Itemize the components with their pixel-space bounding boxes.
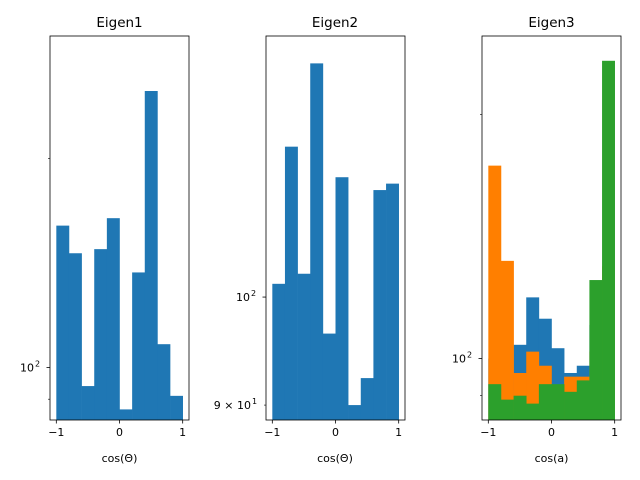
histogram-bar [564, 391, 578, 420]
y-tick-label: 10 [236, 291, 250, 304]
histogram-bar [81, 386, 95, 420]
histogram-bar [119, 409, 133, 420]
histogram-bar [297, 273, 311, 420]
y-tick-label-exponent: 2 [251, 289, 256, 298]
histogram-bar [500, 260, 514, 420]
histogram-bar [284, 146, 298, 421]
y-tick-label: 10 [20, 361, 34, 374]
histogram-bar [538, 384, 552, 420]
histogram-bar [373, 190, 387, 420]
histogram-bar [526, 403, 540, 420]
histogram-bar [68, 253, 82, 420]
x-tick-label: 0 [116, 426, 123, 439]
y-minor-tick-label-exponent: 1 [252, 397, 257, 406]
x-tick-label: −1 [480, 426, 496, 439]
histogram-bar [526, 351, 540, 420]
histogram-bar [157, 344, 171, 420]
histogram-bar [513, 395, 527, 420]
histogram-bar [488, 384, 502, 420]
y-tick-label: 10 [452, 353, 466, 366]
eigen2-title: Eigen2 [312, 15, 358, 31]
histogram-bar [94, 249, 108, 420]
histogram-bar [602, 60, 615, 420]
histogram-bar [56, 225, 70, 420]
eigen1-xlabel: cos(Θ) [102, 452, 138, 465]
histogram-bar [551, 384, 565, 420]
eigen2-xlabel: cos(Θ) [317, 452, 353, 465]
histogram-bar [144, 91, 158, 420]
histogram-bar [132, 272, 146, 420]
histogram-bar [310, 63, 324, 420]
histogram-bar [106, 218, 120, 420]
histogram-bar [170, 395, 183, 420]
x-tick-label: −1 [48, 426, 64, 439]
y-minor-tick-label: 9 × 10 [214, 399, 251, 412]
histogram-bar [488, 165, 502, 420]
x-tick-label: 0 [548, 426, 555, 439]
y-tick-label-exponent: 2 [467, 351, 472, 360]
histogram-bar [500, 399, 514, 420]
subplot-eigen3: Eigen3 cos(a) −1 0 1 10 2 [452, 15, 622, 465]
histogram-bar [386, 183, 399, 420]
x-tick-label: 1 [611, 426, 618, 439]
x-tick-label: −1 [264, 426, 280, 439]
x-tick-label: 1 [395, 426, 402, 439]
x-tick-label: 1 [179, 426, 186, 439]
eigen3-title: Eigen3 [528, 15, 574, 31]
eigen1-title: Eigen1 [96, 15, 142, 31]
eigen3-xlabel: cos(a) [535, 452, 569, 465]
histogram-bar [589, 280, 603, 420]
x-tick-label: 0 [332, 426, 339, 439]
histogram-bar [335, 177, 349, 420]
histogram-bar [360, 378, 374, 420]
histogram-bar [576, 380, 590, 420]
histogram-bar [272, 283, 286, 420]
subplot-eigen2: Eigen2 cos(Θ) −1 0 110 29 × 10 1 [214, 15, 406, 465]
histogram-bar [348, 405, 362, 420]
histogram-bar [322, 333, 336, 420]
subplot-eigen1: Eigen1 cos(Θ) −1 0 1 10 2 [20, 15, 190, 465]
y-tick-label-exponent: 2 [35, 359, 40, 368]
